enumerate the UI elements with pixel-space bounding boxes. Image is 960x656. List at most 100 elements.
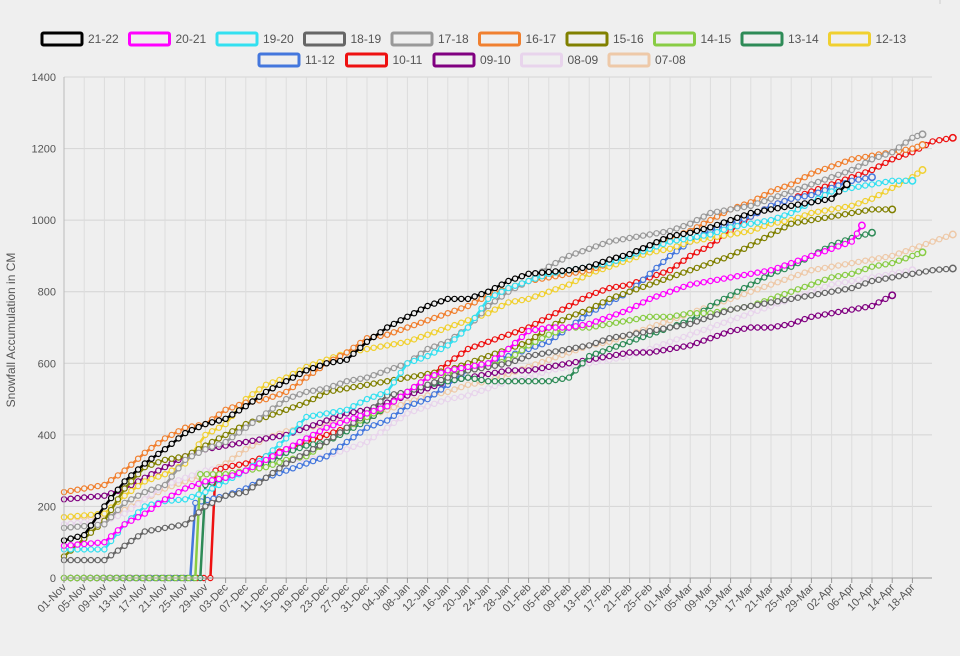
data-point [713, 221, 721, 229]
data-point [80, 540, 88, 548]
data-point [316, 362, 324, 369]
data-point [767, 267, 775, 274]
legend-item-16-17[interactable]: 16-17 [478, 31, 557, 47]
legend-swatch [345, 52, 388, 68]
data-point [794, 185, 802, 193]
data-point [538, 350, 546, 357]
data-point [316, 419, 324, 427]
legend-item-17-18[interactable]: 17-18 [390, 31, 469, 47]
legend-item-20-21[interactable]: 20-21 [128, 31, 207, 47]
data-point [303, 367, 310, 374]
legend-item-21-22[interactable]: 21-22 [40, 31, 119, 47]
data-point [155, 500, 162, 508]
data-point [101, 492, 108, 499]
data-point [148, 527, 155, 534]
data-point [855, 305, 862, 312]
legend-item-09-10[interactable]: 09-10 [432, 52, 511, 68]
data-point [202, 503, 209, 510]
data-point [208, 477, 216, 484]
data-point [222, 492, 229, 499]
data-point [532, 372, 539, 379]
data-point [572, 277, 579, 285]
data-point [121, 499, 128, 507]
data-point [653, 238, 660, 246]
data-point [101, 521, 108, 528]
data-point [673, 286, 680, 293]
legend-swatch [40, 31, 84, 47]
data-point [229, 441, 236, 448]
data-point [431, 314, 438, 322]
data-point [283, 467, 290, 474]
data-point [848, 306, 856, 313]
data-point [525, 270, 532, 277]
data-point [908, 176, 917, 185]
data-point [410, 383, 418, 391]
legend-item-19-20[interactable]: 19-20 [215, 31, 294, 47]
data-point [559, 306, 566, 313]
data-point [660, 341, 667, 348]
legend-item-13-14[interactable]: 13-14 [740, 31, 819, 47]
legend-item-07-08[interactable]: 07-08 [607, 52, 686, 68]
data-point [841, 279, 849, 286]
data-point [754, 301, 761, 308]
data-point [518, 347, 526, 354]
data-point [491, 306, 499, 313]
data-point [141, 488, 148, 496]
data-point [942, 265, 950, 273]
data-point [814, 208, 822, 215]
series-line [64, 267, 953, 562]
data-point [592, 243, 600, 250]
data-point [148, 505, 155, 512]
legend-item-08-09[interactable]: 08-09 [520, 52, 599, 68]
legend-swatch [215, 31, 259, 47]
data-point [895, 250, 903, 257]
data-point [936, 136, 943, 144]
data-point [693, 233, 701, 240]
data-point [161, 524, 169, 532]
data-point [215, 441, 223, 448]
data-point [794, 271, 802, 279]
data-point [141, 503, 148, 510]
data-point [188, 515, 196, 522]
data-point [909, 245, 916, 252]
legend-swatch [432, 52, 476, 68]
data-point [889, 259, 896, 267]
legend-swatch [607, 52, 651, 68]
data-point [357, 441, 364, 448]
series-layer [60, 130, 957, 582]
data-point [397, 401, 404, 409]
data-point [639, 329, 647, 336]
legend-item-14-15[interactable]: 14-15 [653, 31, 732, 47]
data-point [410, 400, 418, 407]
data-point [720, 275, 728, 282]
data-point [848, 202, 856, 209]
legend-item-11-12[interactable]: 11-12 [257, 52, 335, 68]
legend-item-12-13[interactable]: 12-13 [828, 31, 907, 47]
data-point [875, 299, 882, 306]
y-axis-title: Snowfall Accumulation in CM [4, 253, 18, 408]
data-point [626, 281, 633, 288]
data-point [195, 449, 202, 456]
data-point [821, 311, 829, 318]
legend-label: 20-21 [176, 32, 207, 46]
data-point [350, 409, 357, 416]
data-point [814, 290, 822, 298]
data-point [700, 337, 707, 344]
data-point [646, 281, 654, 288]
data-point [478, 341, 485, 348]
data-point [242, 446, 249, 453]
data-point [458, 350, 465, 357]
data-point [195, 509, 202, 516]
legend-item-18-19[interactable]: 18-19 [303, 31, 382, 47]
data-point [740, 271, 748, 279]
data-point [471, 389, 478, 397]
legend-item-15-16[interactable]: 15-16 [565, 31, 644, 47]
data-point [734, 305, 741, 312]
legend-item-10-11[interactable]: 10-11 [345, 52, 423, 68]
data-point [606, 295, 613, 303]
data-point [740, 212, 748, 219]
data-point [161, 435, 169, 442]
data-point [707, 224, 714, 231]
data-point [875, 163, 882, 170]
